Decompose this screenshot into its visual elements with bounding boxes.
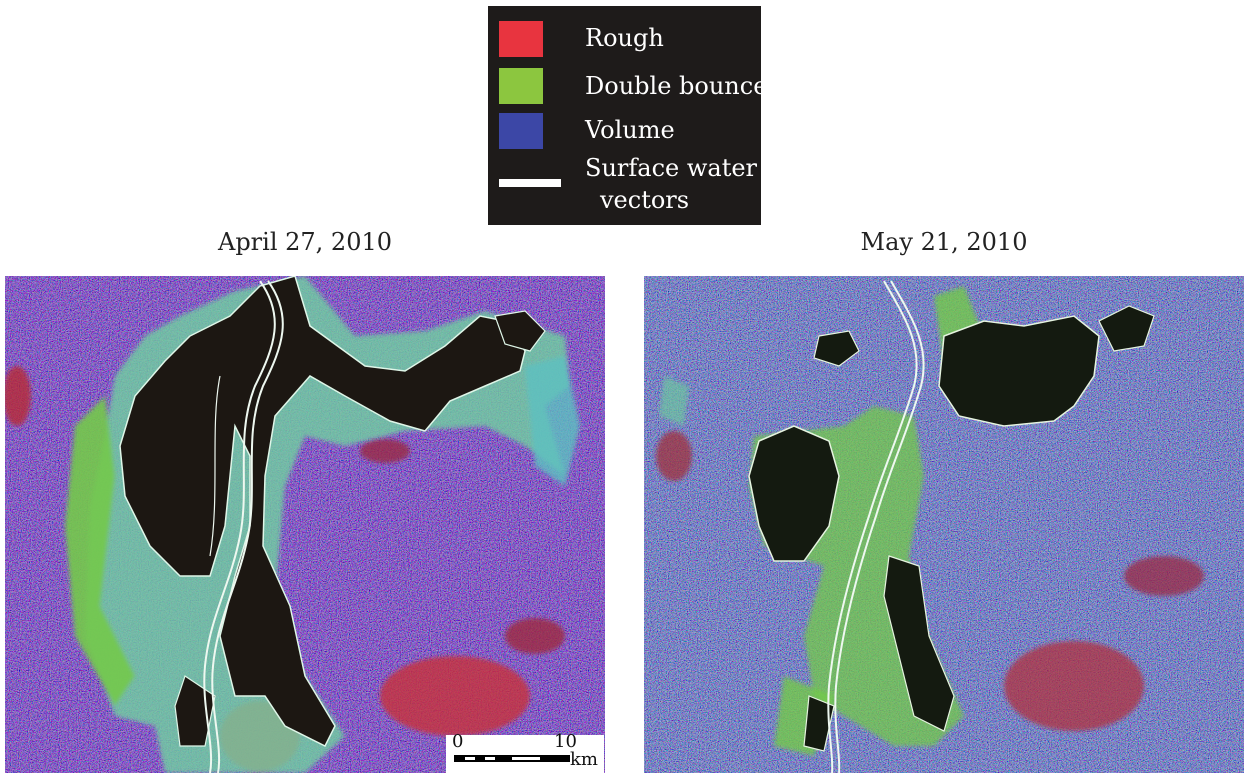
sar-image-may [644, 276, 1244, 773]
rough-swatch [499, 21, 543, 57]
scale-label-end: 10 [554, 731, 577, 752]
scale-unit: km [570, 749, 598, 770]
sar-image-april [5, 276, 605, 773]
double-bounce-swatch [499, 68, 543, 104]
panel-title-april: April 27, 2010 [217, 228, 393, 256]
legend-label-surface-water: Surface water [585, 154, 758, 182]
water-bodies-may [748, 305, 1155, 752]
surface-water-vectors [203, 280, 284, 773]
map-panel-may [644, 276, 1244, 773]
volume-swatch [499, 113, 543, 149]
scale-bar: 0 10 km [446, 731, 604, 773]
surface-water-vector-line [499, 179, 561, 187]
legend-label-double-bounce: Double bounce [585, 72, 768, 100]
map-panel-april [5, 276, 605, 773]
panel-title-may: May 21, 2010 [860, 228, 1028, 256]
surface-water-vectors-may [827, 280, 925, 773]
scale-bar-line [454, 755, 570, 762]
scale-label-start: 0 [452, 731, 464, 752]
rough-areas-may [656, 431, 1204, 731]
legend-label-rough: Rough [585, 24, 664, 52]
legend-label-vectors: vectors [600, 186, 690, 214]
legend-label-volume: Volume [585, 116, 675, 144]
legend: Rough Double bounce Volume Surface water… [488, 6, 767, 225]
